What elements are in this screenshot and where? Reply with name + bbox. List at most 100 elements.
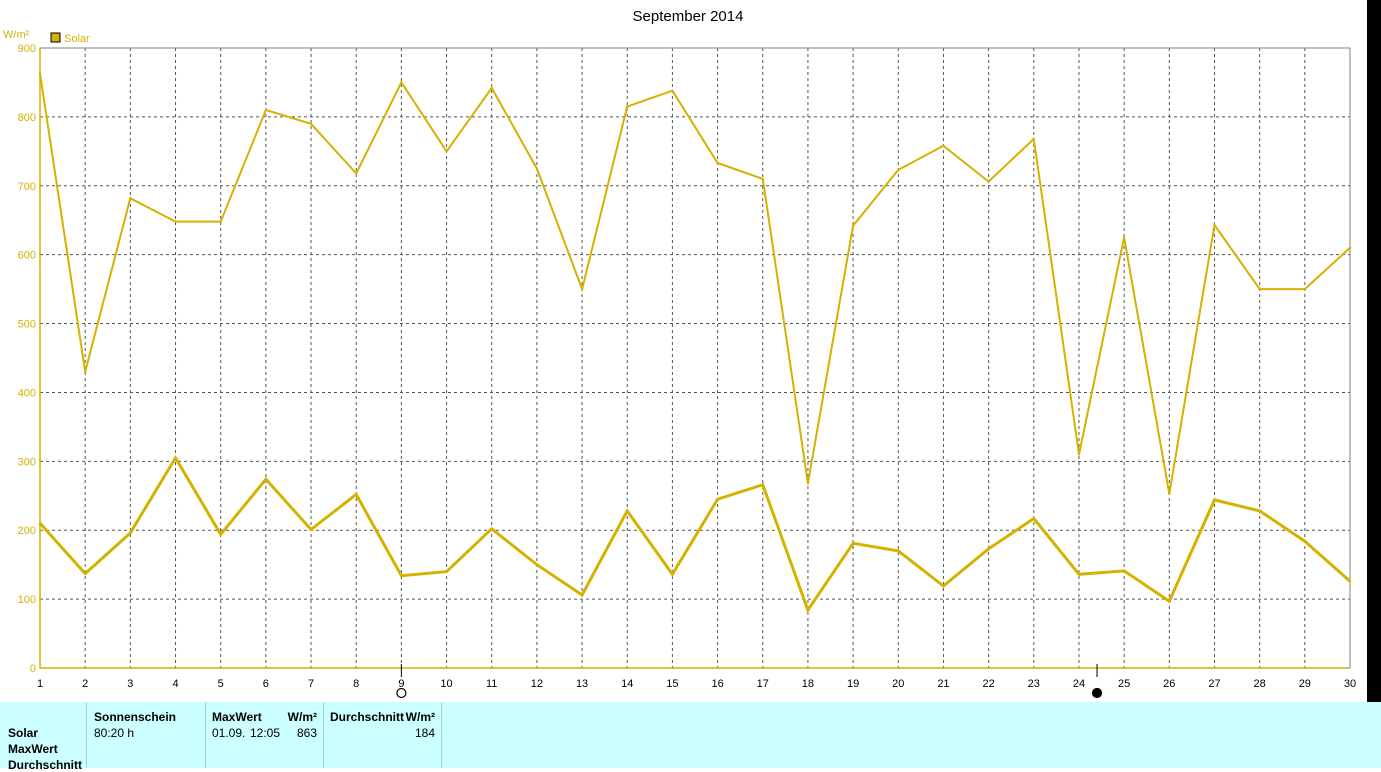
max-date: 01.09. <box>212 726 246 740</box>
x-tick-label: 10 <box>440 678 452 690</box>
data-point-max <box>897 168 900 172</box>
data-point-average <box>1168 599 1171 603</box>
data-point-max <box>83 370 87 373</box>
data-point-average <box>716 498 719 501</box>
data-point-max <box>851 224 855 227</box>
y-tick-label: 100 <box>18 594 36 606</box>
x-tick-label: 21 <box>937 678 949 690</box>
x-tick-label: 29 <box>1299 678 1311 690</box>
x-tick-label: 19 <box>847 678 859 690</box>
data-point-average <box>309 528 313 531</box>
x-tick-label: 27 <box>1208 678 1220 690</box>
x-tick-label: 4 <box>172 678 178 690</box>
series-line-max <box>39 73 1351 494</box>
data-point-max <box>580 287 584 291</box>
y-tick-label: 300 <box>18 456 36 468</box>
max-unit: W/m² <box>287 710 317 724</box>
data-point-max <box>987 180 990 183</box>
x-tick-label: 9 <box>398 678 404 690</box>
row-label-solar: Solar <box>8 726 39 740</box>
x-tick-label: 8 <box>353 678 359 690</box>
sunshine-column: Sonnenschein 80:20 h <box>86 702 206 768</box>
data-point-max <box>1168 492 1171 495</box>
data-point-max <box>38 72 42 75</box>
x-tick-label: 20 <box>892 678 904 690</box>
data-point-max <box>1032 137 1035 141</box>
data-point-max <box>400 81 403 84</box>
data-point-max <box>129 196 132 200</box>
data-point-max <box>490 86 493 90</box>
data-point-average <box>1122 569 1126 573</box>
data-point-max <box>716 161 719 165</box>
data-point-average <box>129 531 132 535</box>
data-point-average <box>987 547 990 551</box>
solar-chart: September 2014 W/m² Solar 0 100 200 300 400 5… <box>3 8 1356 699</box>
x-tick-label: 30 <box>1344 678 1356 690</box>
data-point-average <box>264 478 268 481</box>
data-point-max <box>1213 223 1216 227</box>
y-tick-label: 600 <box>18 250 36 262</box>
average-header: Durchschnitt <box>330 710 405 724</box>
x-tick-label: 16 <box>711 678 723 690</box>
data-point-average <box>851 542 855 545</box>
data-point-max <box>1348 246 1352 249</box>
y-tick-label: 500 <box>18 319 36 331</box>
x-tick-label: 23 <box>1028 678 1040 690</box>
data-point-average <box>535 563 539 566</box>
chart-title: September 2014 <box>633 8 744 25</box>
data-point-max <box>1122 236 1126 239</box>
stats-panel: Solar MaxWert Durchschnitt Sonnenschein … <box>0 702 1381 772</box>
y-tick-label: 400 <box>18 387 36 399</box>
max-time: 12:05 <box>250 726 281 740</box>
data-point-max <box>626 105 629 108</box>
max-column: MaxWert W/m² 01.09. 12:05 863 <box>205 702 324 768</box>
x-tick-label: 11 <box>486 678 497 690</box>
data-point-max <box>355 172 358 175</box>
legend-label: Solar <box>64 33 90 45</box>
x-tick-label: 5 <box>218 678 224 690</box>
data-point-average <box>174 456 177 460</box>
x-tick-label: 28 <box>1254 678 1266 690</box>
plot-frame <box>39 47 1351 669</box>
data-point-max <box>445 150 448 153</box>
x-tick-label: 1 <box>37 678 43 690</box>
y-tick-label: 200 <box>18 525 36 537</box>
x-tick-label: 18 <box>802 678 814 690</box>
data-point-average <box>626 509 629 513</box>
data-point-average <box>355 493 358 496</box>
data-point-max <box>264 108 268 112</box>
data-point-max <box>219 220 222 223</box>
x-tick-label: 3 <box>127 678 133 690</box>
average-column: Durchschnitt W/m² 184 <box>323 702 442 768</box>
data-point-average <box>671 573 674 576</box>
series-line-average <box>38 454 1351 614</box>
data-point-average <box>806 608 810 612</box>
data-point-average <box>1348 580 1352 583</box>
data-point-average <box>1032 517 1035 520</box>
data-point-average <box>445 570 448 573</box>
x-tick-label: 14 <box>621 678 633 690</box>
y-tick-label: 0 <box>30 663 36 675</box>
data-point-average <box>1303 540 1307 543</box>
x-tick-label: 7 <box>308 678 314 690</box>
x-tick-label: 26 <box>1163 678 1175 690</box>
data-point-average <box>219 533 222 536</box>
x-tick-label: 22 <box>982 678 994 690</box>
data-point-average <box>490 527 493 531</box>
average-value: 184 <box>414 726 435 740</box>
x-tick-label: 12 <box>531 678 543 690</box>
data-point-average <box>83 572 87 575</box>
x-tick-label: 24 <box>1073 678 1085 690</box>
stats-label-column: Solar MaxWert Durchschnitt <box>0 702 87 772</box>
max-value: 863 <box>296 726 317 740</box>
data-point-average <box>1077 573 1081 576</box>
data-point-max <box>1303 287 1307 291</box>
x-tick-label: 17 <box>757 678 769 690</box>
window-edge <box>1367 0 1381 702</box>
data-point-average <box>1213 498 1216 502</box>
data-point-max <box>309 122 313 125</box>
y-tick-label: 700 <box>18 181 36 193</box>
data-point-average <box>761 483 764 486</box>
x-tick-label: 25 <box>1118 678 1130 690</box>
row-label-average: Durchschnitt <box>8 758 83 772</box>
